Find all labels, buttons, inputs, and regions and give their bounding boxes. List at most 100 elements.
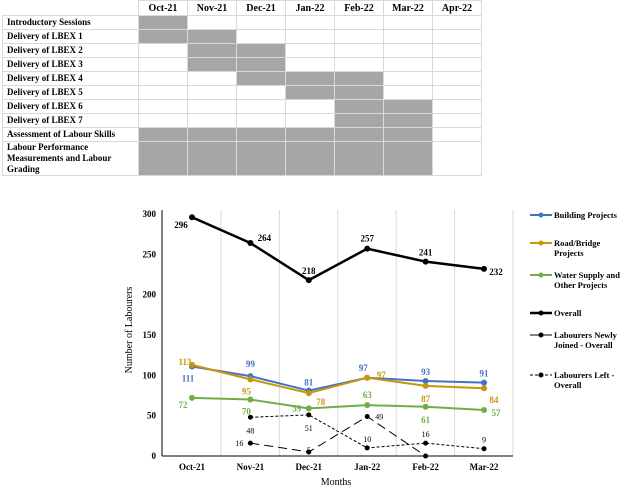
legend-item: Water Supply and Other Projects — [530, 270, 624, 290]
data-label: 111 — [182, 373, 195, 383]
legend-item: Road/Bridge Projects — [530, 238, 624, 258]
data-label: 70 — [242, 407, 252, 417]
x-tick-label: Nov-21 — [237, 462, 265, 472]
active-cell — [138, 29, 188, 44]
data-label: 51 — [305, 424, 313, 433]
y-tick-label: 300 — [143, 209, 157, 219]
data-label: 264 — [258, 233, 272, 243]
data-label: 91 — [480, 369, 490, 379]
schedule-row: Delivery of LBEX 7 — [2, 113, 482, 128]
data-point — [481, 446, 487, 452]
legend-label: Labourers Left - Overall — [554, 370, 615, 390]
legend-item: Overall — [530, 308, 624, 318]
active-cell — [334, 113, 384, 128]
data-label: 95 — [242, 386, 252, 396]
y-tick-label: 150 — [143, 330, 157, 340]
activity-label: Labour Performance Measurements and Labo… — [2, 141, 139, 176]
legend-item: Labourers Left - Overall — [530, 370, 624, 390]
legend-label: Building Projects — [554, 210, 617, 220]
data-label: 99 — [246, 359, 256, 369]
data-label: 10 — [363, 435, 371, 444]
data-point — [423, 453, 429, 459]
legend-item: Labourers Newly Joined - Overall — [530, 330, 624, 350]
series-line — [191, 396, 485, 412]
data-label: 61 — [421, 415, 431, 425]
x-tick-label: Dec-21 — [296, 462, 323, 472]
data-point — [364, 413, 370, 419]
schedule-row: Delivery of LBEX 3 — [2, 57, 482, 72]
active-cell — [334, 85, 384, 100]
data-label: 97 — [377, 370, 387, 380]
x-tick-label: Jan-22 — [354, 462, 381, 472]
active-cell — [236, 141, 286, 176]
data-label: 97 — [359, 363, 369, 373]
data-point — [481, 265, 487, 272]
data-point — [189, 361, 195, 368]
active-cell — [334, 99, 384, 114]
x-tick-label: Feb-22 — [412, 462, 439, 472]
y-tick-label: 100 — [143, 370, 157, 380]
series-line — [191, 216, 485, 282]
data-point — [423, 440, 429, 446]
data-label: 59 — [292, 403, 302, 413]
data-label: 5 — [307, 446, 311, 455]
schedule-row: Labour Performance Measurements and Labo… — [2, 141, 482, 176]
active-cell — [236, 71, 286, 86]
active-cell — [383, 113, 433, 128]
data-label: 257 — [360, 234, 374, 244]
active-cell — [334, 71, 384, 86]
data-point — [305, 405, 312, 412]
legend-swatch-icon — [530, 310, 552, 316]
active-cell — [187, 127, 237, 142]
data-label: 16 — [422, 430, 430, 439]
data-point — [422, 403, 429, 410]
data-label: 241 — [419, 248, 433, 258]
y-tick-label: 200 — [143, 290, 157, 300]
data-point — [422, 382, 429, 389]
data-point — [306, 449, 312, 455]
data-point — [189, 214, 195, 221]
active-cell — [383, 141, 433, 176]
data-point — [306, 412, 312, 418]
x-axis-title: Months — [321, 477, 352, 488]
y-tick-label: 0 — [152, 451, 157, 461]
data-point — [247, 440, 253, 446]
legend-swatch-icon — [530, 332, 552, 338]
active-cell — [187, 43, 237, 58]
data-label: 48 — [246, 426, 254, 435]
data-point — [364, 245, 371, 252]
legend-swatch-icon — [530, 272, 552, 278]
data-point — [364, 445, 370, 451]
active-cell — [285, 141, 335, 176]
data-label: 49 — [375, 412, 383, 421]
empty-cell — [432, 141, 482, 176]
data-label: 232 — [489, 267, 503, 277]
data-point — [247, 414, 253, 420]
active-cell — [138, 141, 188, 176]
data-point — [481, 379, 487, 386]
data-label: 57 — [492, 408, 502, 418]
data-point — [422, 377, 429, 384]
data-point — [422, 258, 429, 265]
y-tick-label: 50 — [147, 411, 157, 421]
x-tick-label: Mar-22 — [470, 462, 499, 472]
active-cell — [187, 141, 237, 176]
legend-label: Road/Bridge Projects — [554, 238, 601, 258]
data-point — [189, 394, 195, 401]
series-line — [191, 363, 485, 395]
legend-label: Labourers Newly Joined - Overall — [554, 330, 617, 350]
schedule-row: Introductory Sessions — [2, 15, 482, 30]
series-line — [191, 365, 485, 392]
legend-swatch-icon — [530, 372, 552, 378]
data-label: 72 — [179, 400, 189, 410]
data-label: 16 — [235, 439, 243, 448]
legend-label: Water Supply and Other Projects — [554, 270, 620, 290]
schedule-row: Delivery of LBEX 1 — [2, 29, 482, 44]
series-line — [250, 415, 426, 457]
legend-swatch-icon — [530, 240, 552, 246]
y-tick-label: 250 — [143, 249, 157, 259]
data-point — [364, 402, 371, 409]
active-cell — [236, 57, 286, 72]
data-point — [305, 390, 312, 397]
x-tick-label: Oct-21 — [179, 462, 205, 472]
